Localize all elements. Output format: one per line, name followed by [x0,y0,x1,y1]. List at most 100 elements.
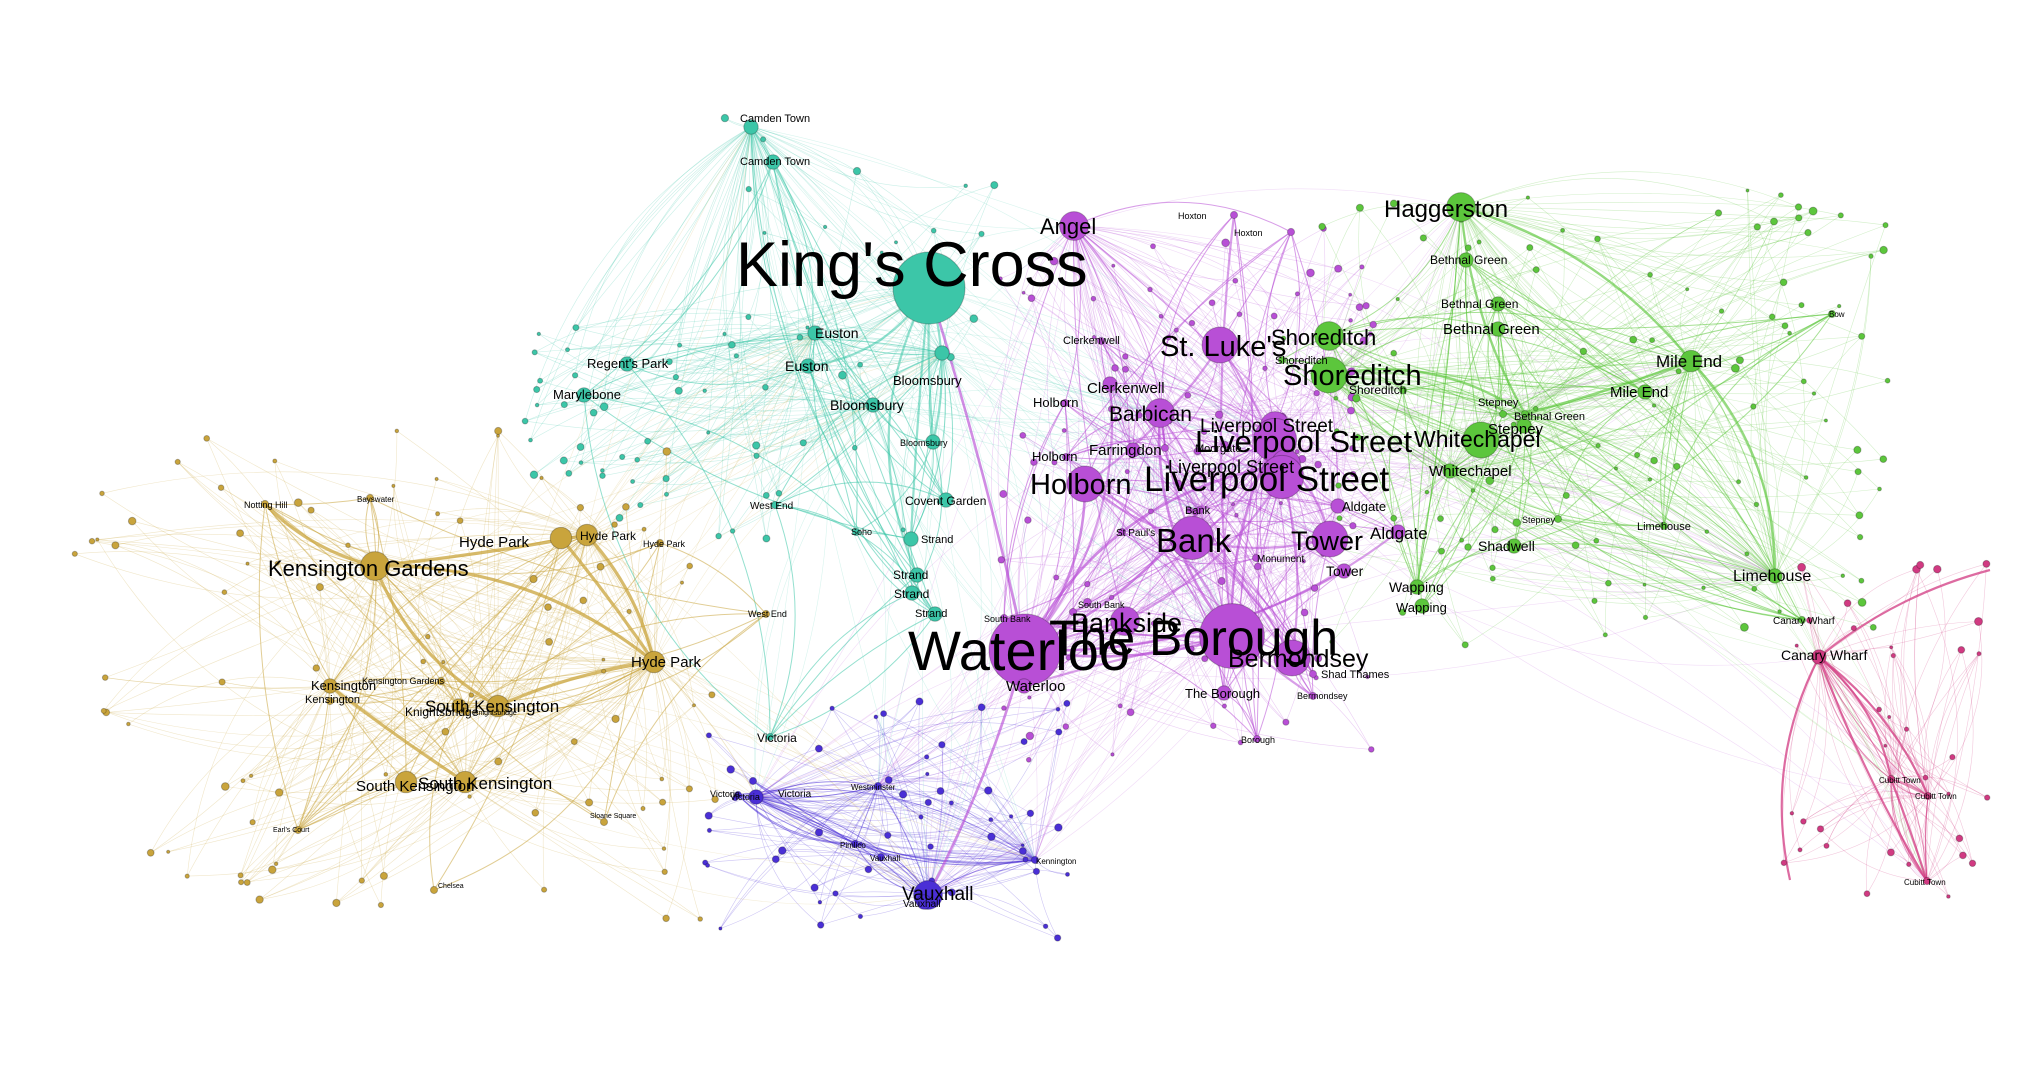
graph-edge [1818,656,1880,710]
graph-edge [1818,656,1949,795]
graph-edge [534,352,874,412]
graph-edge [1397,298,1776,577]
graph-edge [705,854,1036,863]
graph-node-minor [536,331,541,337]
graph-edge [497,659,604,707]
graph-node-minor [1236,311,1243,318]
graph-edge [653,352,943,663]
graph-node-minor [880,710,888,718]
graph-edge [535,661,655,813]
graph-node-minor [1065,871,1070,877]
graph-edge [1888,716,1898,780]
graph-edge [1449,470,1609,584]
graph-edge [1034,538,1331,861]
graph-edge [883,713,1036,861]
graph-edge [927,813,1031,896]
graph-edge [97,539,376,567]
graph-edge [653,661,879,787]
graph-edge [1826,778,1892,846]
graph-node-minor [579,596,588,605]
graph-node [365,493,375,503]
graph-edge [1328,206,1462,337]
graph-node [999,613,1009,623]
graph-edge [1818,563,1987,658]
graph-node-minor [1779,278,1788,287]
graph-node-minor [805,325,810,330]
graph-edge [1328,374,1677,467]
graph-node-minor [529,470,539,480]
graph-edge [150,685,331,854]
graph-edge [1001,556,1233,637]
graph-edge [1524,413,1803,621]
graph-edge [1423,237,1692,362]
graph-edge [755,707,982,798]
graph-edge [877,741,1025,787]
graph-edge [1199,470,1451,511]
graph-edge [1073,225,1204,544]
graph-edge [1203,431,1331,540]
graph-node-minor [1634,451,1641,459]
graph-edge [361,781,466,881]
graph-edge [626,352,943,375]
graph-edge [297,537,562,831]
graph-edge [1073,225,1330,376]
graph-node-minor [1816,825,1825,833]
graph-node-minor [146,848,155,857]
graph-node-minor [1437,515,1444,523]
graph-node [1308,669,1318,679]
graph-edge [1460,206,1597,541]
node-label: Limehouse [1637,521,1691,533]
graph-edge [774,504,857,533]
graph-edge [1416,206,1462,519]
node-label: Shadwell [1478,538,1535,554]
graph-edge [1460,206,1872,257]
graph-node [1446,192,1476,222]
graph-edge [1460,206,1884,460]
graph-edge [1073,225,1177,331]
graph-edge [1471,446,1776,577]
node-label: Hoxton [1178,211,1207,221]
graph-edge [1491,413,1526,568]
graph-node-minor [611,714,620,724]
graph-edge [675,126,752,378]
graph-node-minor [1232,277,1239,284]
graph-node-minor [539,475,544,481]
graph-node-minor [775,489,783,497]
graph-edge [1235,280,1333,540]
graph-edge [755,796,932,893]
graph-edge [1663,360,1692,527]
graph-node-minor [997,556,1006,564]
graph-edge [574,375,874,421]
graph-node-minor [1063,699,1071,708]
graph-edge [1029,225,1114,737]
graph-edge [336,781,466,904]
graph-node-minor [619,453,626,460]
graph-node-minor [927,843,934,850]
graph-edge [1416,518,1559,588]
graph-edge [1690,360,1929,797]
graph-edge [872,404,1287,470]
node-label: Liverpool Street [1168,457,1294,477]
graph-edge [1747,190,1776,577]
graph-edge [750,126,887,787]
node-label: Shad Thames [1321,669,1390,681]
graph-edge [1024,470,1451,651]
graph-node-minor [718,926,723,931]
graph-edge [887,834,1036,861]
graph-edge [1073,225,1283,418]
graph-node-minor [1794,643,1799,648]
graph-edge [464,779,605,823]
node-label: Bethnal Green [1441,297,1518,311]
graph-node [1199,603,1265,669]
graph-edge [665,287,930,479]
graph-edge [1328,374,1748,555]
graph-edge [1073,225,1171,423]
graph-edge [1492,542,1776,579]
graph-node [1330,498,1346,514]
graph-node-minor [1886,848,1895,857]
graph-edge [497,332,816,707]
graph-edge [750,126,799,496]
graph-edge [666,126,764,495]
graph-edge [750,126,966,188]
graph-node-minor [1221,238,1230,248]
